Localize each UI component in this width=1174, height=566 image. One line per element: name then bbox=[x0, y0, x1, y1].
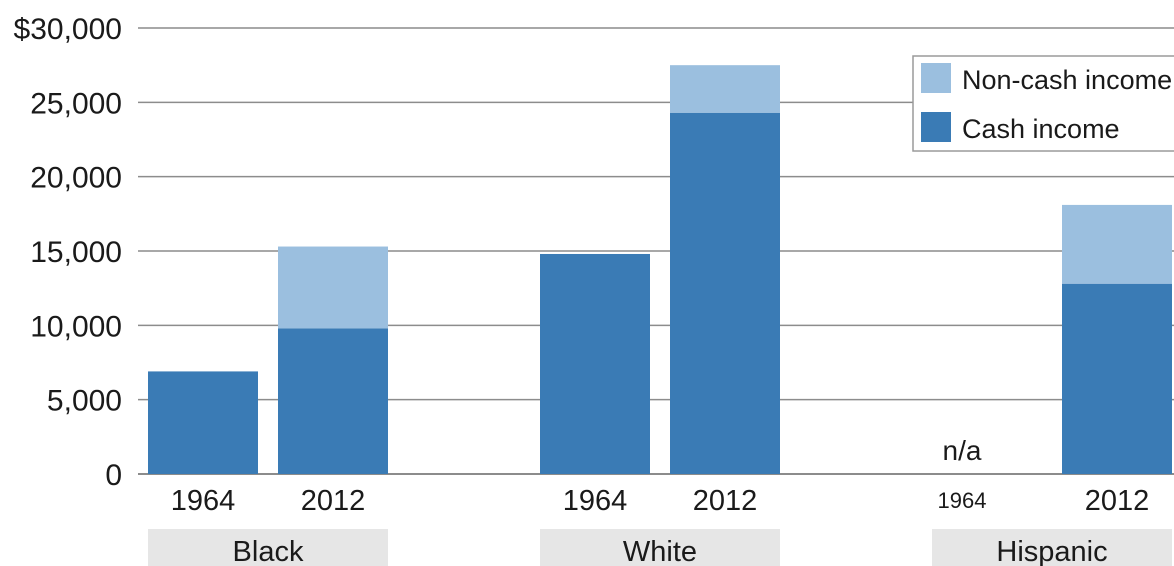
x-axis-labels: 1964 2012 Black 1964 2012 White 1964 2012 Hispan… bbox=[148, 485, 1172, 566]
x-tick-label: 1964 bbox=[171, 485, 236, 517]
y-tick-label: 10,000 bbox=[30, 310, 122, 343]
group-label: Hispanic bbox=[996, 536, 1107, 566]
bar-non-cash-income bbox=[278, 246, 388, 329]
y-tick-label: 25,000 bbox=[30, 87, 122, 120]
x-tick-label: 1964 bbox=[938, 488, 987, 513]
y-tick-label: 0 bbox=[105, 459, 122, 492]
x-tick-label: 2012 bbox=[301, 485, 366, 517]
group-label: White bbox=[623, 536, 697, 566]
legend-label: Cash income bbox=[962, 114, 1120, 144]
legend: Non-cash income Cash income bbox=[912, 55, 1174, 152]
bar-cash-income bbox=[148, 371, 258, 474]
legend-swatch bbox=[921, 112, 951, 142]
x-tick-label: 1964 bbox=[563, 485, 628, 517]
y-axis-tick-labels: 0 5,000 10,000 15,000 20,000 25,000 $30,000 bbox=[14, 13, 122, 492]
group-label: Black bbox=[233, 536, 304, 566]
bars: n/a bbox=[148, 65, 1172, 475]
group-band bbox=[148, 529, 388, 566]
group-band bbox=[540, 529, 780, 566]
legend-swatch bbox=[921, 63, 951, 93]
x-tick-label: 2012 bbox=[693, 485, 758, 517]
bar-non-cash-income bbox=[1062, 204, 1172, 284]
y-tick-label: $30,000 bbox=[14, 13, 122, 46]
x-tick-label: 2012 bbox=[1085, 485, 1150, 517]
y-tick-label: 5,000 bbox=[47, 385, 122, 418]
bar-cash-income bbox=[278, 328, 388, 474]
bar-cash-income bbox=[540, 253, 650, 474]
y-tick-label: 20,000 bbox=[30, 162, 122, 195]
bar-cash-income bbox=[1062, 283, 1172, 474]
group-band bbox=[932, 529, 1172, 566]
na-annotation: n/a bbox=[943, 435, 982, 466]
bar-non-cash-income bbox=[670, 65, 780, 113]
legend-box bbox=[912, 55, 1174, 152]
bar-cash-income bbox=[670, 112, 780, 475]
y-tick-label: 15,000 bbox=[30, 236, 122, 269]
legend-label: Non-cash income bbox=[962, 65, 1172, 95]
